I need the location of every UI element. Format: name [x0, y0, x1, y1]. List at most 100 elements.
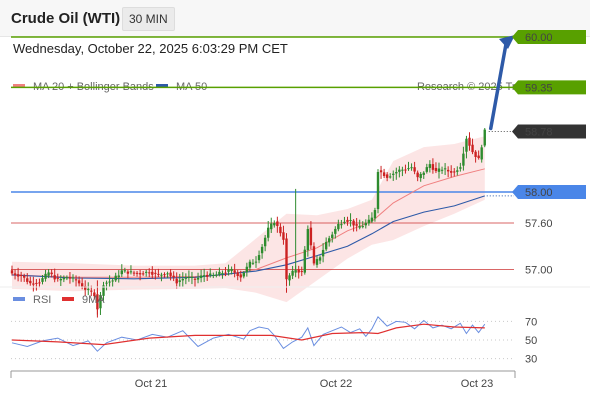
candle: [163, 272, 166, 278]
rsi-legend-swatch: [13, 297, 25, 301]
candle-body: [206, 274, 209, 277]
candle: [291, 265, 294, 280]
candle: [370, 212, 374, 224]
candle: [459, 162, 462, 172]
candle: [395, 167, 398, 180]
candle-body: [352, 220, 355, 226]
candle: [56, 273, 59, 282]
candle-body: [105, 282, 108, 284]
candle: [404, 164, 407, 174]
candle: [138, 269, 142, 281]
candle-body: [407, 168, 410, 170]
candle-body: [340, 224, 343, 226]
candle-body: [135, 272, 139, 274]
candle-body: [175, 278, 178, 284]
candle-body: [35, 282, 38, 284]
candle-body: [62, 277, 66, 280]
candle: [132, 270, 136, 276]
candle-body: [209, 273, 212, 276]
x-axis: Oct 21 Oct 22 Oct 23: [10, 370, 516, 390]
candle-body: [254, 261, 258, 263]
candle: [446, 166, 450, 178]
candle-body: [453, 171, 456, 173]
candle-body: [248, 261, 252, 268]
candle-body: [114, 275, 117, 281]
candle-body: [324, 241, 328, 250]
candle-body: [236, 272, 239, 277]
price-tag-bg: [512, 124, 586, 139]
candle: [367, 214, 371, 226]
candle: [157, 268, 160, 278]
projection-arrow: [489, 42, 508, 131]
candle-body: [257, 255, 261, 261]
candle-body: [297, 269, 300, 273]
x-tick-label: Oct 23: [461, 378, 493, 390]
candle: [129, 265, 133, 275]
candle-body: [346, 219, 349, 222]
chart-header: Crude Oil (WTI) 30 MIN: [0, 0, 590, 37]
candle-body: [456, 170, 459, 172]
candle: [233, 263, 236, 278]
candle: [251, 259, 255, 266]
candle: [123, 267, 127, 273]
candle-body: [328, 238, 331, 243]
price-tag-bg: [512, 30, 586, 44]
rsi-line: [11, 315, 486, 352]
candle: [184, 273, 188, 285]
candle: [379, 165, 383, 179]
candle: [434, 162, 438, 174]
candle-body: [123, 270, 127, 272]
candle: [32, 276, 35, 292]
candle: [328, 235, 331, 247]
candle: [428, 160, 432, 173]
candle: [361, 221, 364, 229]
candle: [84, 280, 87, 296]
candle: [276, 216, 279, 233]
instrument-title: Crude Oil (WTI): [11, 10, 121, 27]
candle: [44, 269, 47, 282]
candle-body: [263, 237, 267, 247]
candle: [300, 266, 303, 277]
candle: [178, 273, 181, 288]
candle-body: [77, 280, 81, 284]
chart-datetime: Wednesday, October 22, 2025 6:03:29 PM C…: [13, 41, 288, 56]
candle: [148, 268, 151, 278]
candle-body: [245, 266, 249, 273]
candle-body: [410, 167, 413, 169]
candle: [465, 135, 468, 159]
rsi-legend-label: 9MA: [82, 294, 105, 306]
candle: [358, 219, 361, 230]
interval-button[interactable]: 30 MIN: [122, 7, 175, 31]
candle: [38, 278, 41, 288]
candle-body: [303, 249, 306, 273]
candle-body: [404, 169, 407, 171]
candle: [321, 243, 325, 263]
candle: [77, 276, 81, 287]
candle: [108, 275, 111, 288]
candle-body: [111, 280, 114, 282]
candle: [175, 272, 178, 289]
candle: [407, 161, 410, 171]
candle-body: [230, 268, 233, 272]
candle: [324, 237, 328, 252]
candle-body: [437, 168, 441, 172]
price-tag-text: 60.00: [525, 32, 553, 44]
candle-body: [443, 168, 447, 170]
candle: [215, 271, 218, 278]
candle-body: [13, 273, 17, 276]
price-tag-59.35: 59.35: [512, 80, 586, 95]
candle: [13, 269, 17, 280]
candle-body: [169, 272, 172, 276]
candle: [318, 255, 322, 265]
candle: [419, 172, 422, 182]
candle: [263, 234, 267, 252]
candle-body: [321, 249, 325, 257]
candle-body: [184, 277, 188, 279]
candle: [392, 170, 395, 181]
price-tag-text: 59.35: [525, 82, 553, 94]
candle-body: [291, 270, 294, 276]
candle: [385, 172, 389, 182]
candle: [93, 289, 96, 300]
candle-body: [65, 277, 69, 279]
candle-body: [468, 137, 471, 146]
